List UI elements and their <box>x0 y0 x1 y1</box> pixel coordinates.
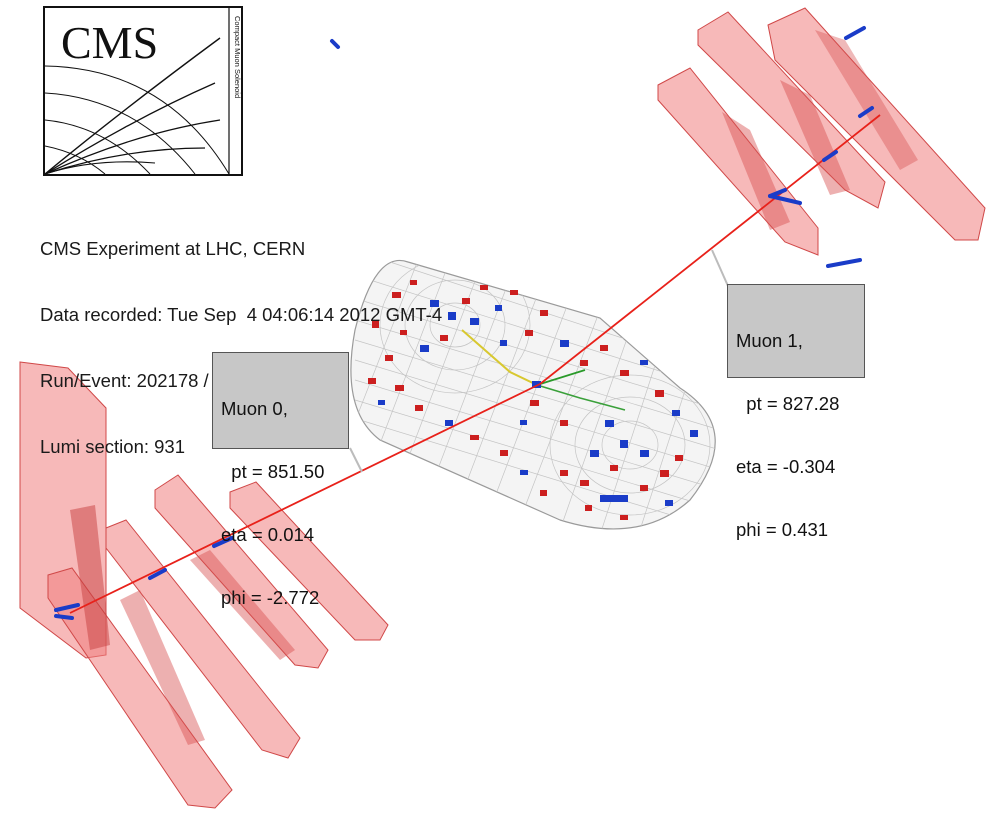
muon-hits <box>54 26 874 620</box>
lumi-section: Lumi section: 931 <box>40 436 186 457</box>
muon0-pt: pt = 851.50 <box>221 461 325 482</box>
muon0-eta: eta = 0.014 <box>221 524 315 545</box>
muon1-phi: phi = 0.431 <box>736 519 829 540</box>
muon-chambers-upper <box>657 7 986 256</box>
muon1-label: Muon 1, pt = 827.28 eta = -0.304 phi = 0… <box>727 284 865 540</box>
experiment-name: CMS Experiment at LHC, CERN <box>40 238 306 259</box>
cms-logo: CMS Compact Muon Solenoid <box>43 6 243 176</box>
cms-logo-subtitle: Compact Muon Solenoid <box>233 16 241 98</box>
muon-chambers-lower <box>19 361 389 809</box>
muon0-leader <box>349 447 363 473</box>
muon0-title: Muon 0, <box>221 398 288 419</box>
muon0-phi: phi = -2.772 <box>221 587 320 608</box>
muon1-title: Muon 1, <box>736 330 803 351</box>
muon0-label: Muon 0, pt = 851.50 eta = 0.014 phi = -2… <box>212 352 349 608</box>
cms-logo-text: CMS <box>61 17 158 68</box>
cms-logo-graphic: CMS Compact Muon Solenoid <box>45 8 241 174</box>
muon1-eta: eta = -0.304 <box>736 456 836 477</box>
energy-deposits <box>368 280 698 520</box>
data-recorded: Data recorded: Tue Sep 4 04:06:14 2012 G… <box>40 304 443 325</box>
muon1-leader <box>711 249 729 287</box>
calorimeter-barrel <box>350 259 716 530</box>
muon1-pt: pt = 827.28 <box>736 393 840 414</box>
